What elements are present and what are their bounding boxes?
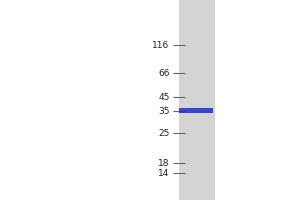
Bar <box>179 109 213 110</box>
Text: 14: 14 <box>158 168 169 178</box>
Text: 66: 66 <box>158 68 169 77</box>
Text: 116: 116 <box>152 40 169 49</box>
Bar <box>179 108 213 113</box>
Text: 35: 35 <box>158 106 169 116</box>
Text: 25: 25 <box>158 129 169 138</box>
Text: 18: 18 <box>158 158 169 168</box>
Text: 45: 45 <box>158 92 169 102</box>
Bar <box>178 0 214 200</box>
